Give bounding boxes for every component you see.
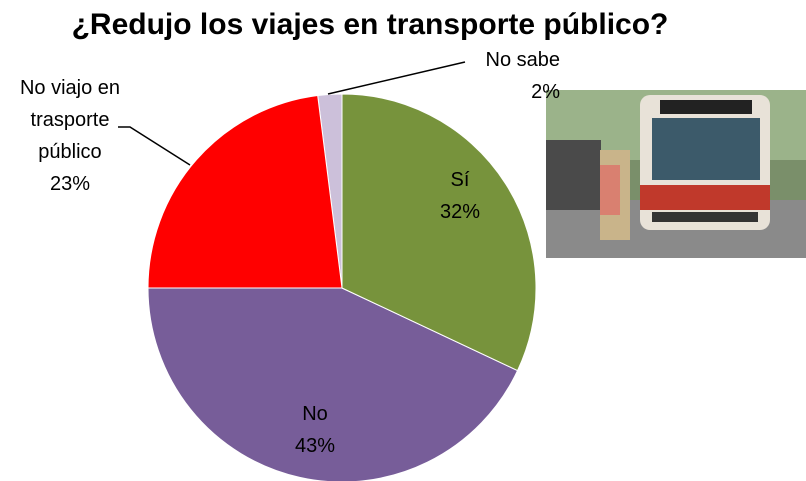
pie-slice [147, 94, 343, 289]
category-label: No [302, 403, 328, 425]
slice-label: No viajo en trasporte público 23% [5, 72, 135, 200]
value-label: 23% [49, 173, 91, 195]
chart-title: ¿Redujo los viajes en transporte público… [71, 8, 669, 41]
category-label: No viajo en trasporte público [19, 77, 121, 163]
slice-label: No sabe 2% [450, 44, 561, 108]
slice-label: Sí 32% [400, 164, 520, 228]
value-label: 43% [294, 435, 336, 457]
value-label: 2% [531, 81, 560, 103]
leader-line [118, 126, 191, 166]
pie-slice [341, 93, 537, 372]
category-label: Sí [450, 169, 470, 191]
leader-line [327, 61, 466, 95]
bus-photo [546, 90, 806, 258]
slice-label: No 43% [255, 398, 375, 462]
category-label: No sabe [485, 49, 561, 71]
pie-slice [147, 287, 519, 481]
value-label: 32% [439, 201, 481, 223]
